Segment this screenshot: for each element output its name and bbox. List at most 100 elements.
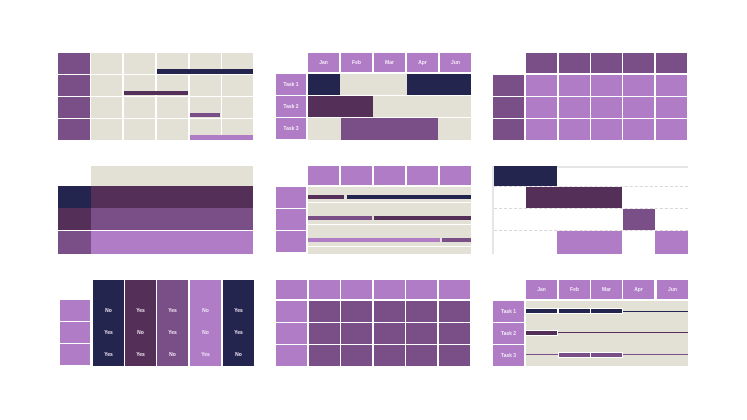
row-label-cell xyxy=(58,75,90,96)
column-header xyxy=(309,280,340,299)
grid-cell xyxy=(91,53,122,74)
header-band xyxy=(91,166,253,186)
band-label-cell xyxy=(58,208,91,230)
grid-cell xyxy=(222,119,253,140)
waterfall-block xyxy=(655,231,688,254)
grid-cell xyxy=(374,323,405,344)
grid-cell xyxy=(623,75,654,96)
grid-cell xyxy=(222,97,253,118)
task-label: Task 1 xyxy=(500,308,517,315)
grid-cell xyxy=(656,75,687,96)
band-row xyxy=(91,208,253,230)
band-row xyxy=(91,231,253,254)
row-label-cell xyxy=(58,53,90,74)
column-header xyxy=(308,166,339,185)
month-header xyxy=(374,53,405,72)
row-label-cell xyxy=(60,344,90,365)
grid-cell xyxy=(124,119,155,140)
grid-cell xyxy=(309,323,340,344)
month-label: Jun xyxy=(451,59,460,66)
row-header xyxy=(493,75,524,96)
grid-cell xyxy=(91,119,122,140)
row-label-cell xyxy=(60,322,90,343)
grid-cell xyxy=(124,75,155,96)
grid-cell xyxy=(341,323,372,344)
matrix-column xyxy=(125,280,156,366)
timeline-bar xyxy=(124,91,188,95)
grid-cell xyxy=(559,75,590,96)
gridline xyxy=(494,186,688,187)
grid-cell xyxy=(406,323,437,344)
grid-cell xyxy=(157,75,188,96)
task-label-cell xyxy=(276,74,306,95)
gantt-block xyxy=(308,96,373,117)
grid-cell xyxy=(309,301,340,322)
row-header xyxy=(493,97,524,118)
month-header xyxy=(407,53,438,72)
grid-cell xyxy=(439,323,470,344)
matrix-value: No xyxy=(235,351,242,358)
grid-cell xyxy=(656,97,687,118)
grid-cell xyxy=(623,119,654,140)
month-label: Feb xyxy=(352,59,361,66)
matrix-column xyxy=(223,280,254,366)
grid-cell xyxy=(341,301,372,322)
column-header xyxy=(439,280,470,299)
grid-cell xyxy=(591,75,622,96)
matrix-value: Yes xyxy=(104,351,113,358)
column-header xyxy=(656,53,687,73)
grid-cell xyxy=(190,97,221,118)
grid-cell xyxy=(222,75,253,96)
grid-cell xyxy=(124,97,155,118)
waterfall-block xyxy=(557,231,622,254)
gantt-block xyxy=(407,74,471,95)
grid-cell xyxy=(276,301,307,322)
grid-cell xyxy=(526,75,557,96)
month-label: Apr xyxy=(634,286,643,293)
gridline xyxy=(494,208,688,209)
task-label: Task 1 xyxy=(283,81,299,88)
grid-cell xyxy=(276,323,307,344)
month-label: Mar xyxy=(602,286,611,293)
column-header xyxy=(440,166,471,185)
task-label-cell xyxy=(276,96,306,117)
month-label: Feb xyxy=(570,286,579,293)
gantt-block xyxy=(341,118,438,140)
grid-cell xyxy=(526,97,557,118)
progress-bar xyxy=(308,216,372,220)
grid-cell xyxy=(374,301,405,322)
progress-bar xyxy=(442,238,471,242)
matrix-value: No xyxy=(202,329,209,336)
grid-cell xyxy=(124,53,155,74)
month-header xyxy=(657,280,688,299)
grid-cell xyxy=(190,53,221,74)
progress-bar xyxy=(347,195,471,199)
month-header xyxy=(341,53,372,72)
column-header xyxy=(276,280,307,299)
column-header xyxy=(341,280,372,299)
matrix-value: No xyxy=(137,329,144,336)
column-header xyxy=(406,280,437,299)
task-label: Task 2 xyxy=(500,330,517,337)
grid-cell xyxy=(439,345,470,366)
grid-cell xyxy=(309,345,340,366)
month-header xyxy=(559,280,590,299)
month-label: Apr xyxy=(418,59,427,66)
grid-cell xyxy=(190,75,221,96)
grid-cell xyxy=(157,119,188,140)
row-label-cell xyxy=(58,97,90,118)
month-header xyxy=(623,280,654,299)
grid-cell xyxy=(341,345,372,366)
task-label-cell xyxy=(493,301,524,322)
task-progress-segment xyxy=(590,308,623,314)
row-label-cell xyxy=(276,231,306,252)
grid-cell xyxy=(190,119,221,140)
month-header xyxy=(440,53,471,72)
gridline xyxy=(494,230,688,231)
divider xyxy=(308,202,471,203)
matrix-value: Yes xyxy=(234,307,243,314)
timeline-line xyxy=(557,332,688,333)
timeline-line xyxy=(622,311,688,312)
task-progress-segment xyxy=(590,352,623,358)
